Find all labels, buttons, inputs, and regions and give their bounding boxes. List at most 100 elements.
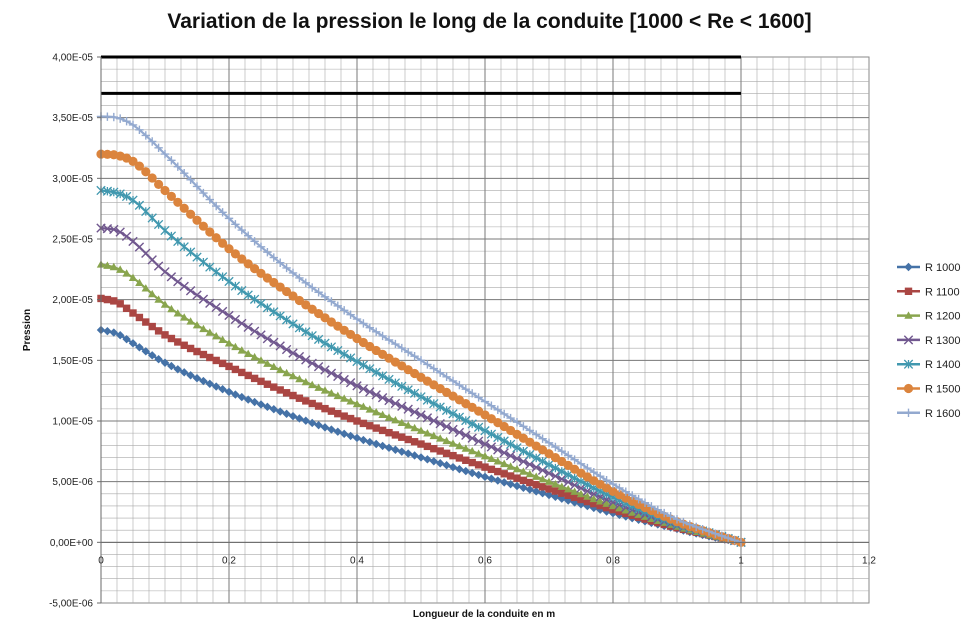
data-point bbox=[429, 416, 439, 426]
data-point bbox=[148, 322, 156, 331]
data-point bbox=[576, 489, 586, 498]
data-point bbox=[333, 345, 343, 356]
data-point bbox=[506, 472, 515, 480]
data-point bbox=[192, 374, 202, 383]
data-point bbox=[301, 355, 311, 365]
data-point bbox=[596, 472, 605, 481]
data-point bbox=[602, 476, 611, 485]
data-point bbox=[262, 273, 272, 283]
data-point bbox=[250, 397, 259, 407]
data-point bbox=[410, 438, 419, 446]
y-tick-label: 0,00E+00 bbox=[50, 538, 94, 549]
data-point bbox=[602, 503, 611, 512]
data-point bbox=[577, 495, 585, 504]
data-point bbox=[551, 442, 560, 452]
data-point bbox=[448, 376, 458, 386]
data-point bbox=[231, 342, 240, 351]
data-point bbox=[295, 273, 304, 283]
data-point bbox=[346, 431, 355, 441]
legend-item-r-1600: R 1600 bbox=[897, 408, 960, 420]
data-point bbox=[301, 416, 310, 425]
data-point bbox=[353, 417, 361, 425]
data-point bbox=[122, 334, 131, 344]
data-point bbox=[211, 267, 221, 277]
data-point bbox=[441, 405, 452, 416]
data-point bbox=[129, 309, 137, 317]
data-point bbox=[679, 517, 688, 527]
data-point bbox=[180, 368, 189, 377]
data-point bbox=[295, 394, 304, 402]
data-point bbox=[378, 441, 387, 451]
data-point bbox=[564, 491, 572, 500]
data-point bbox=[110, 297, 118, 305]
data-point bbox=[480, 439, 490, 449]
data-point bbox=[276, 365, 285, 374]
data-point bbox=[256, 356, 266, 364]
data-point bbox=[224, 276, 234, 287]
data-point bbox=[173, 162, 182, 171]
data-point bbox=[717, 531, 726, 541]
data-point bbox=[173, 309, 182, 317]
data-point bbox=[711, 529, 720, 538]
data-point bbox=[519, 483, 528, 492]
data-point bbox=[217, 306, 228, 317]
data-point bbox=[217, 272, 228, 282]
data-point bbox=[339, 374, 349, 385]
data-point bbox=[480, 397, 490, 406]
legend-item-r-1000: R 1000 bbox=[897, 262, 960, 274]
data-point bbox=[378, 426, 387, 435]
data-point bbox=[148, 289, 157, 298]
data-point bbox=[397, 447, 406, 456]
data-point bbox=[435, 402, 445, 412]
data-point bbox=[519, 467, 528, 475]
data-point bbox=[237, 392, 246, 402]
data-point bbox=[698, 524, 707, 534]
data-point bbox=[544, 438, 554, 448]
legend-label: R 1600 bbox=[925, 408, 960, 420]
data-point bbox=[218, 208, 227, 217]
data-point bbox=[243, 290, 253, 300]
data-point bbox=[307, 330, 317, 341]
data-point bbox=[494, 467, 502, 476]
data-point bbox=[302, 397, 310, 405]
data-point bbox=[384, 374, 394, 385]
data-point bbox=[474, 470, 483, 480]
data-point bbox=[115, 227, 125, 237]
data-point bbox=[730, 535, 739, 545]
data-point bbox=[289, 391, 297, 400]
data-point bbox=[346, 397, 355, 405]
data-point bbox=[230, 281, 241, 291]
data-point bbox=[244, 395, 253, 404]
data-point bbox=[429, 364, 438, 373]
data-point bbox=[262, 333, 273, 344]
data-point bbox=[570, 487, 579, 495]
data-point bbox=[116, 300, 124, 308]
data-point bbox=[205, 195, 214, 204]
data-point bbox=[544, 490, 554, 500]
data-point bbox=[397, 418, 406, 427]
data-point bbox=[391, 415, 400, 424]
data-point bbox=[410, 451, 419, 460]
data-point bbox=[449, 451, 457, 460]
data-point bbox=[121, 191, 132, 202]
data-point bbox=[551, 487, 560, 495]
data-point bbox=[409, 407, 420, 417]
data-point bbox=[109, 112, 118, 122]
data-point bbox=[461, 385, 470, 394]
data-point bbox=[391, 445, 400, 454]
data-point bbox=[404, 347, 413, 357]
data-point bbox=[634, 494, 643, 504]
data-point bbox=[410, 423, 419, 432]
data-point bbox=[179, 242, 189, 252]
data-point bbox=[301, 327, 311, 337]
legend-marker bbox=[903, 359, 914, 369]
data-point bbox=[378, 331, 387, 341]
data-point bbox=[161, 331, 169, 339]
data-point bbox=[538, 483, 547, 491]
data-point bbox=[288, 348, 298, 358]
data-point bbox=[423, 360, 432, 369]
data-point bbox=[180, 169, 189, 178]
data-point bbox=[442, 436, 451, 445]
data-point bbox=[270, 383, 278, 391]
legend-label: R 1300 bbox=[925, 335, 960, 347]
